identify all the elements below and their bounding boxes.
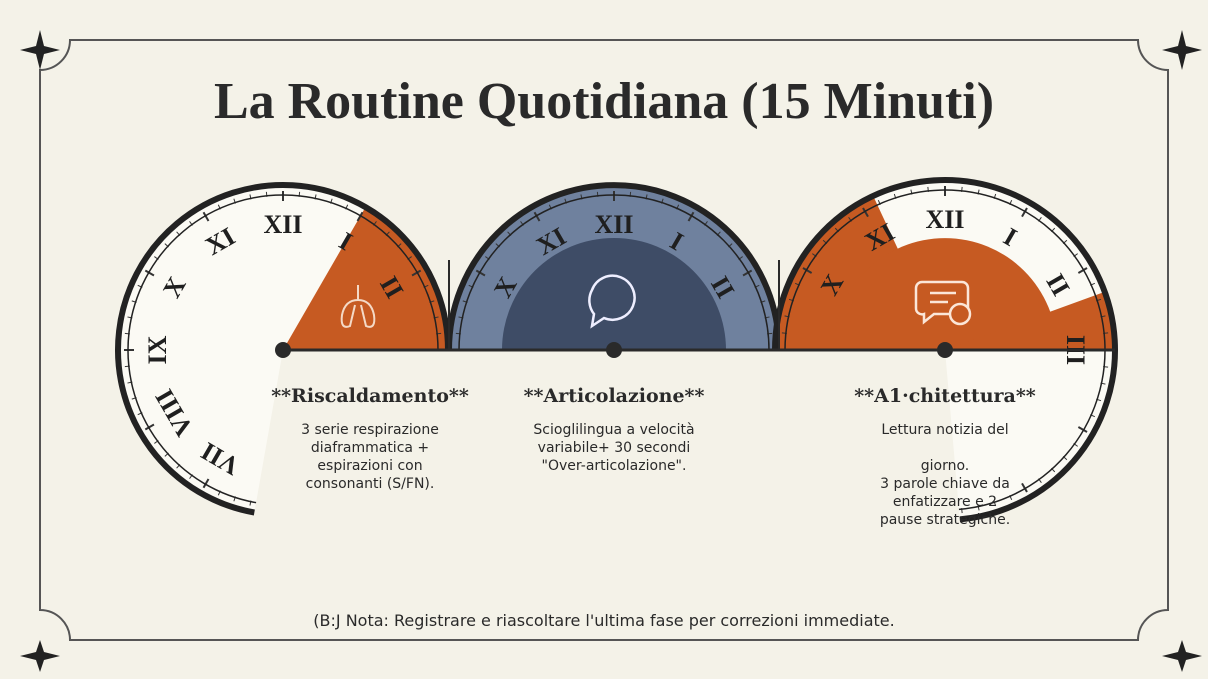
- title: La Routine Quotidiana (15 Minuti): [0, 72, 1208, 131]
- section: **Articolazione** Scioglilingua a velocit…: [484, 385, 744, 475]
- section-line: "Over-articolazione".: [484, 457, 744, 475]
- section-line: Scioglilingua a velocità: [484, 421, 744, 439]
- pivot: [606, 342, 622, 358]
- section-title: **Riscaldamento**: [240, 385, 500, 407]
- pivot: [275, 342, 291, 358]
- note: (B:J Nota: Registrare e riascoltare l'ul…: [0, 611, 1208, 630]
- clock-numeral: XII: [925, 205, 964, 234]
- section-line: consonanti (S/FN).: [240, 475, 500, 493]
- section-title: **Articolazione**: [484, 385, 744, 407]
- section-line: giorno.: [815, 457, 1075, 475]
- section-line: Lettura notizia del: [815, 421, 1075, 439]
- clock-numeral: IX: [143, 335, 172, 364]
- section-title: **A1·chitettura**: [815, 385, 1075, 407]
- pivot: [937, 342, 953, 358]
- section-line: [815, 439, 1075, 457]
- section-line: espirazioni con: [240, 457, 500, 475]
- section-line: enfatizzare e 2: [815, 493, 1075, 511]
- page: XIIXIXIXVIIIVIIIIIXIIXIXIIIXIIXIXIIIIII …: [0, 0, 1208, 679]
- clock-numeral: XII: [263, 210, 302, 239]
- section-line: variabile+ 30 secondi: [484, 439, 744, 457]
- section-line: pause strategiche.: [815, 511, 1075, 529]
- section: **A1·chitettura** Lettura notizia del gior…: [815, 385, 1075, 529]
- clock-numeral: XII: [594, 210, 633, 239]
- section-line: 3 serie respirazione: [240, 421, 500, 439]
- pause-icon: [950, 304, 970, 324]
- section-line: 3 parole chiave da: [815, 475, 1075, 493]
- section-line: diaframmatica +: [240, 439, 500, 457]
